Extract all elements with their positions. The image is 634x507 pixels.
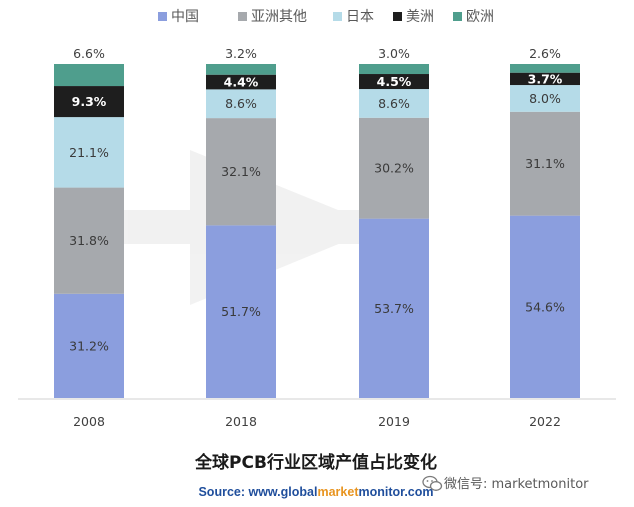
data-label: 54.6% xyxy=(525,299,565,314)
bar-segment xyxy=(359,74,429,90)
data-label: 51.7% xyxy=(221,304,261,319)
legend-label: 美洲 xyxy=(406,9,434,25)
bar-segment xyxy=(206,118,276,226)
bar-segment xyxy=(206,225,276,398)
bar-segment xyxy=(359,89,429,118)
x-tick-label: 2019 xyxy=(378,414,410,429)
x-axis: 2008 2018 2019 2022 xyxy=(18,398,616,429)
bar-segment xyxy=(54,293,124,398)
legend-swatch xyxy=(158,12,167,21)
wechat-icon xyxy=(422,475,443,491)
data-label: 3.7% xyxy=(528,71,563,86)
data-label: 8.6% xyxy=(378,96,410,111)
legend-label: 中国 xyxy=(171,9,199,25)
source-prefix: Source: www. xyxy=(198,485,280,499)
x-tick-label: 2008 xyxy=(73,414,105,429)
bar-stack: 51.7% 32.1% 8.6% 4.4% 3.2% xyxy=(206,46,276,398)
bar-stack: 54.6% 31.1% 8.0% 3.7% 2.6% xyxy=(510,46,580,398)
bar-segment xyxy=(510,111,580,216)
data-label: 3.2% xyxy=(225,46,257,61)
source-monitor: monitor xyxy=(358,485,405,499)
bar-stack: 31.2% 31.8% 21.1% 9.3% 6.6% xyxy=(54,46,124,398)
bar-segment xyxy=(206,89,276,119)
data-label: 31.8% xyxy=(69,233,109,248)
data-label: 8.6% xyxy=(225,96,257,111)
bar-segment xyxy=(54,117,124,188)
legend-item: 中国 xyxy=(158,9,199,25)
bar-segment xyxy=(54,64,124,87)
x-tick-label: 2022 xyxy=(529,414,561,429)
bar-segment xyxy=(359,117,429,219)
data-label: 32.1% xyxy=(221,164,261,179)
bar-segment xyxy=(510,72,580,86)
legend-item: 美洲 xyxy=(393,9,434,25)
data-label: 4.5% xyxy=(377,74,412,89)
data-label: 4.4% xyxy=(224,75,259,90)
source-global: global xyxy=(281,485,318,499)
legend-label: 日本 xyxy=(346,9,374,25)
wechat-watermark: 微信号: marketmonitor xyxy=(444,477,589,492)
legend-item: 亚洲其他 xyxy=(238,9,307,25)
bar-segment xyxy=(510,215,580,398)
legend-swatch xyxy=(393,12,402,21)
x-tick-label: 2018 xyxy=(225,414,257,429)
data-label: 6.6% xyxy=(73,46,105,61)
data-label: 3.0% xyxy=(378,46,410,61)
source-market: market xyxy=(317,485,359,499)
legend: 中国 亚洲其他 日本 美洲 欧洲 xyxy=(158,9,494,25)
bar-segment xyxy=(206,74,276,90)
source-line: Source: www.globalmarketmonitor.com xyxy=(198,485,433,499)
data-label: 53.7% xyxy=(374,301,414,316)
bar-stack: 53.7% 30.2% 8.6% 4.5% 3.0% xyxy=(359,46,429,398)
bar-segment xyxy=(359,64,429,75)
data-label: 21.1% xyxy=(69,145,109,160)
bar-segment xyxy=(359,218,429,398)
bar-segment xyxy=(510,64,580,73)
bar-segment xyxy=(54,187,124,294)
data-label: 2.6% xyxy=(529,46,561,61)
chart-title: 全球PCB行业区域产值占比变化 xyxy=(194,452,437,473)
data-label: 31.2% xyxy=(69,338,109,353)
data-label: 31.1% xyxy=(525,156,565,171)
source-suffix: .com xyxy=(404,485,433,499)
bar-segment xyxy=(206,64,276,75)
legend-label: 亚洲其他 xyxy=(251,9,307,25)
data-label: 30.2% xyxy=(374,161,414,176)
bars: 31.2% 31.8% 21.1% 9.3% 6.6% 51.7% 32.1% 8.6% 4.4… xyxy=(54,46,580,398)
legend-swatch xyxy=(238,12,247,21)
legend-swatch xyxy=(333,12,342,21)
bar-segment xyxy=(510,85,580,112)
data-label: 8.0% xyxy=(529,91,561,106)
legend-label: 欧洲 xyxy=(466,9,494,25)
data-label: 9.3% xyxy=(72,94,107,109)
legend-item: 日本 xyxy=(333,9,374,25)
legend-item: 欧洲 xyxy=(453,9,494,25)
bar-segment xyxy=(54,86,124,118)
legend-swatch xyxy=(453,12,462,21)
